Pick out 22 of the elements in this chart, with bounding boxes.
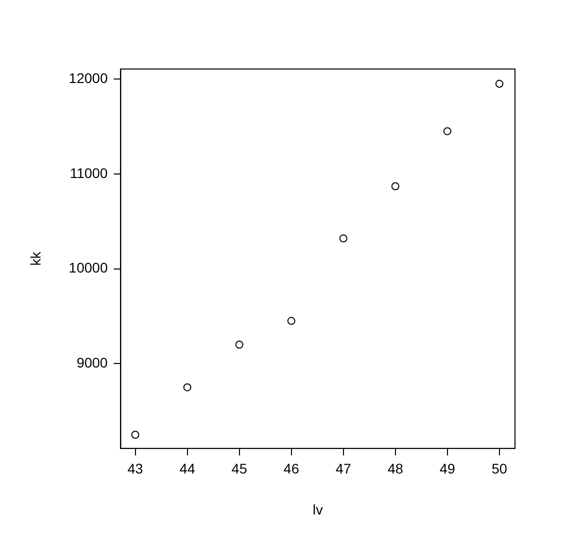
y-tick-label: 11000 bbox=[70, 164, 108, 181]
x-tick-label: 46 bbox=[284, 460, 300, 477]
x-tick-label: 49 bbox=[440, 460, 456, 477]
x-tick-label: 50 bbox=[492, 460, 508, 477]
x-tick-label: 44 bbox=[180, 460, 196, 477]
x-tick-label: 48 bbox=[388, 460, 404, 477]
y-tick-label: 12000 bbox=[68, 70, 108, 86]
point bbox=[131, 430, 140, 439]
point bbox=[183, 383, 192, 392]
x-tick-label: 47 bbox=[336, 460, 352, 477]
point bbox=[495, 80, 504, 88]
x-tick-label: 43 bbox=[128, 460, 144, 477]
y-axis-title: kk bbox=[27, 250, 44, 266]
point bbox=[287, 316, 296, 325]
point bbox=[391, 182, 400, 190]
y-tick-label: 10000 bbox=[68, 260, 108, 276]
point bbox=[443, 127, 452, 136]
point bbox=[339, 234, 348, 242]
point bbox=[235, 340, 244, 349]
y-tick-label: 9000 bbox=[76, 354, 108, 370]
x-axis-title: lv bbox=[312, 501, 323, 518]
x-tick-label: 45 bbox=[232, 460, 248, 477]
